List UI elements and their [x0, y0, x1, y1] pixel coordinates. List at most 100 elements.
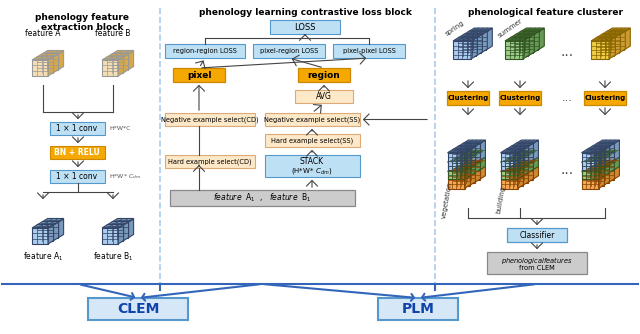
Polygon shape	[586, 146, 609, 150]
Polygon shape	[609, 37, 615, 59]
Polygon shape	[532, 159, 538, 179]
FancyBboxPatch shape	[165, 113, 255, 126]
Polygon shape	[48, 224, 54, 244]
Polygon shape	[586, 168, 604, 185]
Polygon shape	[591, 166, 609, 182]
Polygon shape	[465, 168, 470, 188]
Polygon shape	[107, 221, 129, 225]
Text: AVG: AVG	[316, 92, 332, 101]
Polygon shape	[468, 32, 486, 50]
FancyBboxPatch shape	[50, 122, 105, 135]
Text: 1 × 1 conv: 1 × 1 conv	[56, 124, 97, 133]
FancyBboxPatch shape	[378, 298, 458, 320]
FancyBboxPatch shape	[584, 91, 626, 105]
Polygon shape	[447, 153, 465, 170]
Text: feature B: feature B	[95, 29, 131, 38]
Text: building: building	[495, 186, 506, 214]
Polygon shape	[37, 221, 59, 225]
Polygon shape	[532, 140, 538, 161]
Polygon shape	[522, 165, 529, 185]
Text: spring: spring	[444, 19, 466, 37]
Polygon shape	[447, 149, 470, 153]
Polygon shape	[447, 158, 470, 162]
Polygon shape	[528, 34, 534, 56]
Text: region-region LOSS: region-region LOSS	[173, 48, 237, 54]
Polygon shape	[463, 140, 486, 144]
Polygon shape	[474, 143, 481, 164]
Text: Clustering: Clustering	[499, 95, 541, 101]
Polygon shape	[591, 37, 615, 41]
Polygon shape	[453, 41, 471, 59]
Polygon shape	[107, 57, 123, 73]
Polygon shape	[523, 37, 529, 59]
Polygon shape	[522, 146, 529, 167]
Polygon shape	[614, 159, 620, 179]
Text: phenological feature clusterer: phenological feature clusterer	[467, 8, 623, 17]
Polygon shape	[42, 218, 63, 222]
Polygon shape	[481, 31, 487, 53]
Polygon shape	[42, 222, 58, 238]
Polygon shape	[601, 35, 619, 53]
Polygon shape	[123, 53, 129, 73]
Polygon shape	[479, 159, 486, 179]
Polygon shape	[107, 53, 129, 57]
Polygon shape	[458, 152, 481, 156]
Polygon shape	[609, 143, 614, 164]
Polygon shape	[58, 50, 63, 70]
Polygon shape	[511, 152, 534, 156]
Polygon shape	[102, 56, 124, 60]
Text: H*W*C: H*W*C	[109, 126, 131, 131]
Text: ...: ...	[561, 163, 573, 177]
Text: 1 × 1 conv: 1 × 1 conv	[56, 172, 97, 181]
Text: region: region	[308, 70, 340, 79]
Polygon shape	[42, 54, 58, 70]
Polygon shape	[123, 221, 129, 241]
Polygon shape	[53, 221, 59, 241]
Polygon shape	[515, 35, 533, 53]
Text: Clustering: Clustering	[447, 95, 488, 101]
Polygon shape	[582, 153, 598, 170]
Polygon shape	[112, 222, 128, 238]
Polygon shape	[500, 162, 518, 179]
Polygon shape	[468, 28, 492, 32]
Polygon shape	[463, 149, 486, 153]
Polygon shape	[42, 50, 63, 54]
Polygon shape	[596, 38, 614, 56]
Polygon shape	[470, 155, 476, 176]
Polygon shape	[58, 218, 63, 238]
Polygon shape	[506, 155, 529, 159]
Polygon shape	[520, 32, 538, 50]
Polygon shape	[598, 158, 604, 179]
Polygon shape	[470, 146, 476, 167]
Polygon shape	[447, 171, 465, 188]
Polygon shape	[582, 168, 604, 171]
Text: PLM: PLM	[401, 302, 435, 316]
Text: ...: ...	[561, 45, 573, 59]
Polygon shape	[604, 165, 609, 185]
Polygon shape	[510, 34, 534, 38]
Text: $\it{feature}$  A$_1$  ,   $\it{feature}$  B$_1$: $\it{feature}$ A$_1$ , $\it{feature}$ B$…	[212, 192, 312, 204]
Polygon shape	[533, 31, 540, 53]
Polygon shape	[586, 150, 604, 167]
Polygon shape	[118, 224, 124, 244]
Polygon shape	[515, 163, 532, 179]
Text: pixel-pixel LOSS: pixel-pixel LOSS	[342, 48, 396, 54]
Polygon shape	[452, 150, 470, 167]
Polygon shape	[606, 32, 624, 50]
FancyBboxPatch shape	[487, 252, 587, 274]
Polygon shape	[458, 156, 474, 173]
Polygon shape	[458, 34, 483, 38]
Polygon shape	[102, 60, 118, 76]
Polygon shape	[112, 54, 128, 70]
Polygon shape	[520, 28, 544, 32]
Polygon shape	[476, 34, 483, 56]
Polygon shape	[102, 224, 124, 228]
Polygon shape	[102, 228, 118, 244]
Polygon shape	[465, 158, 470, 179]
Text: feature B$_1$: feature B$_1$	[93, 251, 133, 263]
FancyBboxPatch shape	[265, 134, 360, 147]
Polygon shape	[128, 50, 134, 70]
Polygon shape	[500, 168, 524, 171]
Polygon shape	[598, 168, 604, 188]
Polygon shape	[474, 162, 481, 182]
